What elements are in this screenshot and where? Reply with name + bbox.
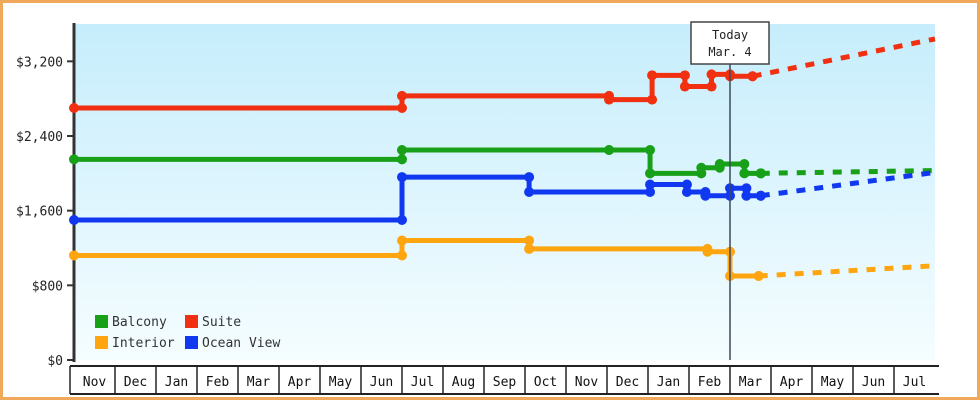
data-point: [696, 162, 707, 173]
data-point: [714, 159, 725, 169]
data-point: [645, 187, 656, 197]
y-axis: $0 $800 $1,600 $2,400 $3,200: [16, 23, 76, 369]
data-point: [397, 215, 407, 225]
legend-swatch: [185, 315, 198, 328]
x-tick-label-feb-3: Feb: [206, 375, 230, 390]
data-point: [397, 235, 407, 246]
x-tick-label-oct-11: Oct: [534, 375, 557, 390]
forecast-line: [760, 168, 936, 176]
x-tick-label-apr-5: Apr: [288, 375, 312, 390]
x-tick-label-nov-0: Nov: [83, 375, 107, 390]
y-tick-label: $0: [47, 354, 63, 369]
legend-item-interior[interactable]: Interior: [95, 336, 175, 351]
data-point: [397, 90, 407, 101]
data-point-today: [753, 271, 764, 281]
x-tick-label-sep-10: Sep: [493, 375, 517, 390]
data-point: [739, 168, 750, 179]
x-tick-label-jan-2: Jan: [165, 375, 188, 390]
data-point: [647, 70, 658, 81]
data-point: [524, 235, 535, 246]
data-point: [679, 81, 690, 92]
y-tick-label: $800: [32, 279, 63, 294]
data-point: [524, 243, 535, 254]
y-tick-label: $1,600: [16, 205, 63, 220]
data-point: [739, 159, 750, 169]
x-tick-label-nov-12: Nov: [575, 375, 599, 390]
data-point: [681, 179, 692, 190]
data-point: [397, 145, 407, 155]
data-point: [397, 172, 407, 183]
forecast-line: [752, 36, 936, 79]
x-tick-label-dec-1: Dec: [124, 375, 147, 390]
today-label-line1: Today: [712, 28, 748, 42]
legend-label: Ocean View: [202, 336, 280, 351]
data-point: [524, 187, 535, 197]
data-point: [647, 94, 658, 105]
data-point: [702, 246, 713, 257]
data-point: [69, 250, 79, 261]
x-tick-label-may-18: May: [821, 375, 845, 390]
legend-item-balcony[interactable]: Balcony: [95, 315, 167, 330]
x-tick-label-mar-4: Mar: [247, 375, 271, 390]
data-point: [741, 183, 752, 194]
today-label-box[interactable]: [690, 21, 770, 65]
forecast-line: [758, 263, 936, 279]
today-label-line2: Mar. 4: [708, 45, 751, 59]
data-point: [397, 250, 407, 261]
x-tick-label-apr-17: Apr: [780, 375, 804, 390]
data-point: [681, 187, 692, 197]
legend-label: Suite: [202, 315, 241, 330]
x-tick-label-aug-9: Aug: [452, 375, 475, 390]
data-point: [524, 172, 535, 183]
x-tick-label-jul-8: Jul: [411, 375, 434, 390]
x-tick-label-may-6: May: [329, 375, 353, 390]
today-marker[interactable]: Today Mar. 4: [690, 21, 770, 360]
data-point-today: [755, 168, 766, 179]
legend-swatch: [95, 315, 108, 328]
data-point: [397, 154, 407, 165]
legend-label: Balcony: [112, 315, 167, 330]
y-tick-label: $2,400: [16, 130, 63, 145]
x-tick-label-dec-13: Dec: [616, 375, 639, 390]
series-balcony: [69, 145, 936, 179]
data-point: [645, 179, 656, 190]
data-point-today: [747, 71, 758, 82]
chart-legend[interactable]: Balcony Suite Interior Ocean View: [95, 315, 280, 351]
data-point: [69, 215, 79, 225]
x-axis: Nov Dec Jan Feb Mar Apr May Jun Jul Aug Sep Oct Nov D…: [69, 365, 939, 395]
data-point: [645, 145, 656, 155]
data-point: [700, 190, 711, 201]
x-tick-label-jun-19: Jun: [862, 375, 885, 390]
x-tick-label-feb-15: Feb: [698, 375, 722, 390]
y-tick-label: $3,200: [16, 55, 63, 70]
legend-item-ocean-view[interactable]: Ocean View: [185, 336, 280, 351]
plot-background: [74, 24, 935, 360]
x-tick-label-jan-14: Jan: [657, 375, 680, 390]
data-point: [645, 168, 656, 179]
forecast-line: [760, 169, 936, 199]
data-point: [604, 145, 615, 155]
series-ocean-view: [69, 169, 936, 225]
legend-item-suite[interactable]: Suite: [185, 315, 241, 330]
legend-label: Interior: [112, 336, 175, 351]
data-point-today: [755, 190, 766, 201]
data-point: [706, 69, 717, 80]
x-tick-label-jul-20: Jul: [903, 375, 926, 390]
data-point: [706, 81, 717, 92]
plot-area: [74, 24, 935, 360]
data-point: [604, 94, 615, 105]
legend-swatch: [185, 336, 198, 349]
data-point: [679, 70, 690, 81]
data-point: [397, 103, 407, 113]
price-history-chart: $0 $800 $1,600 $2,400 $3,200 Today Mar. 4 Nov…: [16, 21, 939, 395]
x-tick-label-mar-16: Mar: [739, 375, 763, 390]
x-tick-label-jun-7: Jun: [370, 375, 393, 390]
data-point: [69, 154, 79, 165]
series-suite: [69, 36, 936, 113]
data-point: [69, 103, 79, 113]
legend-swatch: [95, 336, 108, 349]
data-point: [741, 190, 752, 201]
